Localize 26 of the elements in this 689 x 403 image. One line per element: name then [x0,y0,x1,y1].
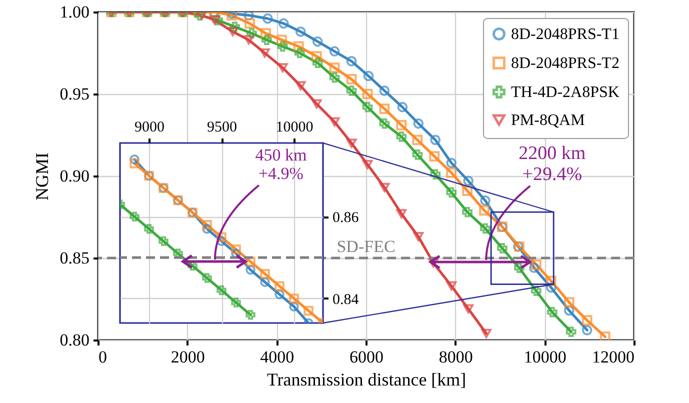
annotation: 450 km +4.9% [255,146,307,184]
y-tick-label: 0.80 [60,330,90,350]
x-axis-title: Transmission distance [km] [266,370,466,390]
y-axis-title: NGMI [32,152,52,200]
x-tick-label: 12000 [592,348,634,366]
x-tick-label: 9000 [134,120,164,136]
legend-label: TH-4D-2A8PSK [511,84,620,101]
x-tick-label: 10000 [276,120,314,136]
legend-label: 8D-2048PRS-T2 [511,55,620,72]
legend-label: PM-8QAM [511,112,585,129]
x-tick-label: 8000 [438,348,473,366]
annotation: 2200 km +29.4% [518,143,586,185]
x-tick-label: 4000 [260,348,294,366]
x-tick-label: 9500 [207,120,237,136]
x-tick-label: 2000 [170,348,205,366]
y-tick-label: 0.84 [332,292,360,308]
y-tick-label: 0.90 [60,166,90,186]
ref-line-label: SD-FEC [336,237,396,256]
y-tick-label: 1.00 [60,2,90,22]
y-tick-label: 0.86 [332,210,360,226]
y-tick-label: 0.95 [60,84,90,104]
x-tick-label: 6000 [350,348,384,366]
x-tick-label: 0 [98,348,107,366]
y-tick-label: 0.85 [60,248,90,268]
legend-label: 8D-2048PRS-T1 [511,26,620,43]
x-tick-label: 10000 [524,348,566,366]
